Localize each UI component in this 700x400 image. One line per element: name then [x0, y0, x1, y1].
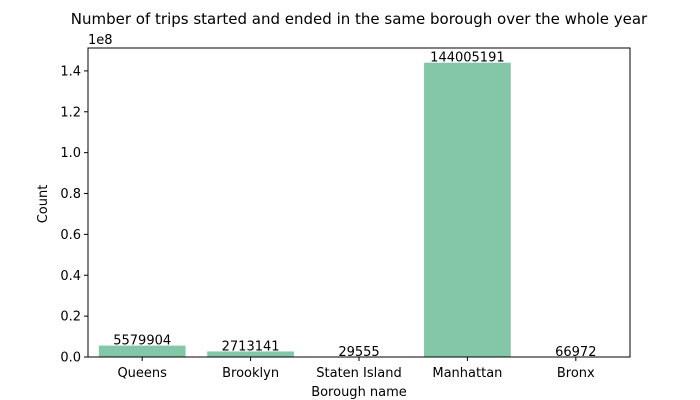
chart-title: Number of trips started and ended in the… [71, 10, 648, 28]
x-tick-label: Queens [117, 366, 167, 381]
data-labels-group: 5579904 2713141 29555 144005191 66972 [113, 51, 596, 360]
bar-queens [98, 345, 186, 357]
data-label: 29555 [338, 345, 379, 360]
y-tick-label: 1.0 [60, 146, 81, 161]
bars-group [98, 62, 620, 357]
x-tick-label: Manhattan [432, 366, 502, 381]
y-tick-label: 0.0 [60, 351, 81, 366]
bar-brooklyn [207, 351, 294, 357]
plot-frame [87, 47, 631, 358]
y-tick-label: 1.4 [60, 64, 81, 79]
x-tick-label: Brooklyn [222, 366, 279, 381]
x-axis-label: Borough name [311, 385, 407, 400]
y-tick-label: 0.6 [60, 228, 81, 243]
x-tick-label: Bronx [557, 366, 595, 381]
data-label: 144005191 [430, 51, 504, 66]
y-axis-label: Count [36, 185, 51, 224]
bar-manhattan [424, 62, 511, 357]
y-tick-label: 0.8 [60, 187, 81, 202]
data-label: 66972 [555, 345, 596, 360]
y-axis-ticks: 0.0 0.2 0.4 0.6 0.8 1.0 1.2 1.4 [60, 64, 88, 366]
y-tick-label: 0.4 [60, 269, 81, 284]
y-axis-scale-label: 1e8 [88, 33, 113, 48]
y-tick-label: 1.2 [60, 105, 81, 120]
x-tick-label: Staten Island [316, 366, 401, 381]
data-label: 2713141 [222, 339, 280, 354]
data-label: 5579904 [113, 334, 171, 349]
y-tick-label: 0.2 [60, 310, 81, 325]
x-axis-ticks: Queens Brooklyn Staten Island Manhattan Bron… [117, 357, 595, 381]
